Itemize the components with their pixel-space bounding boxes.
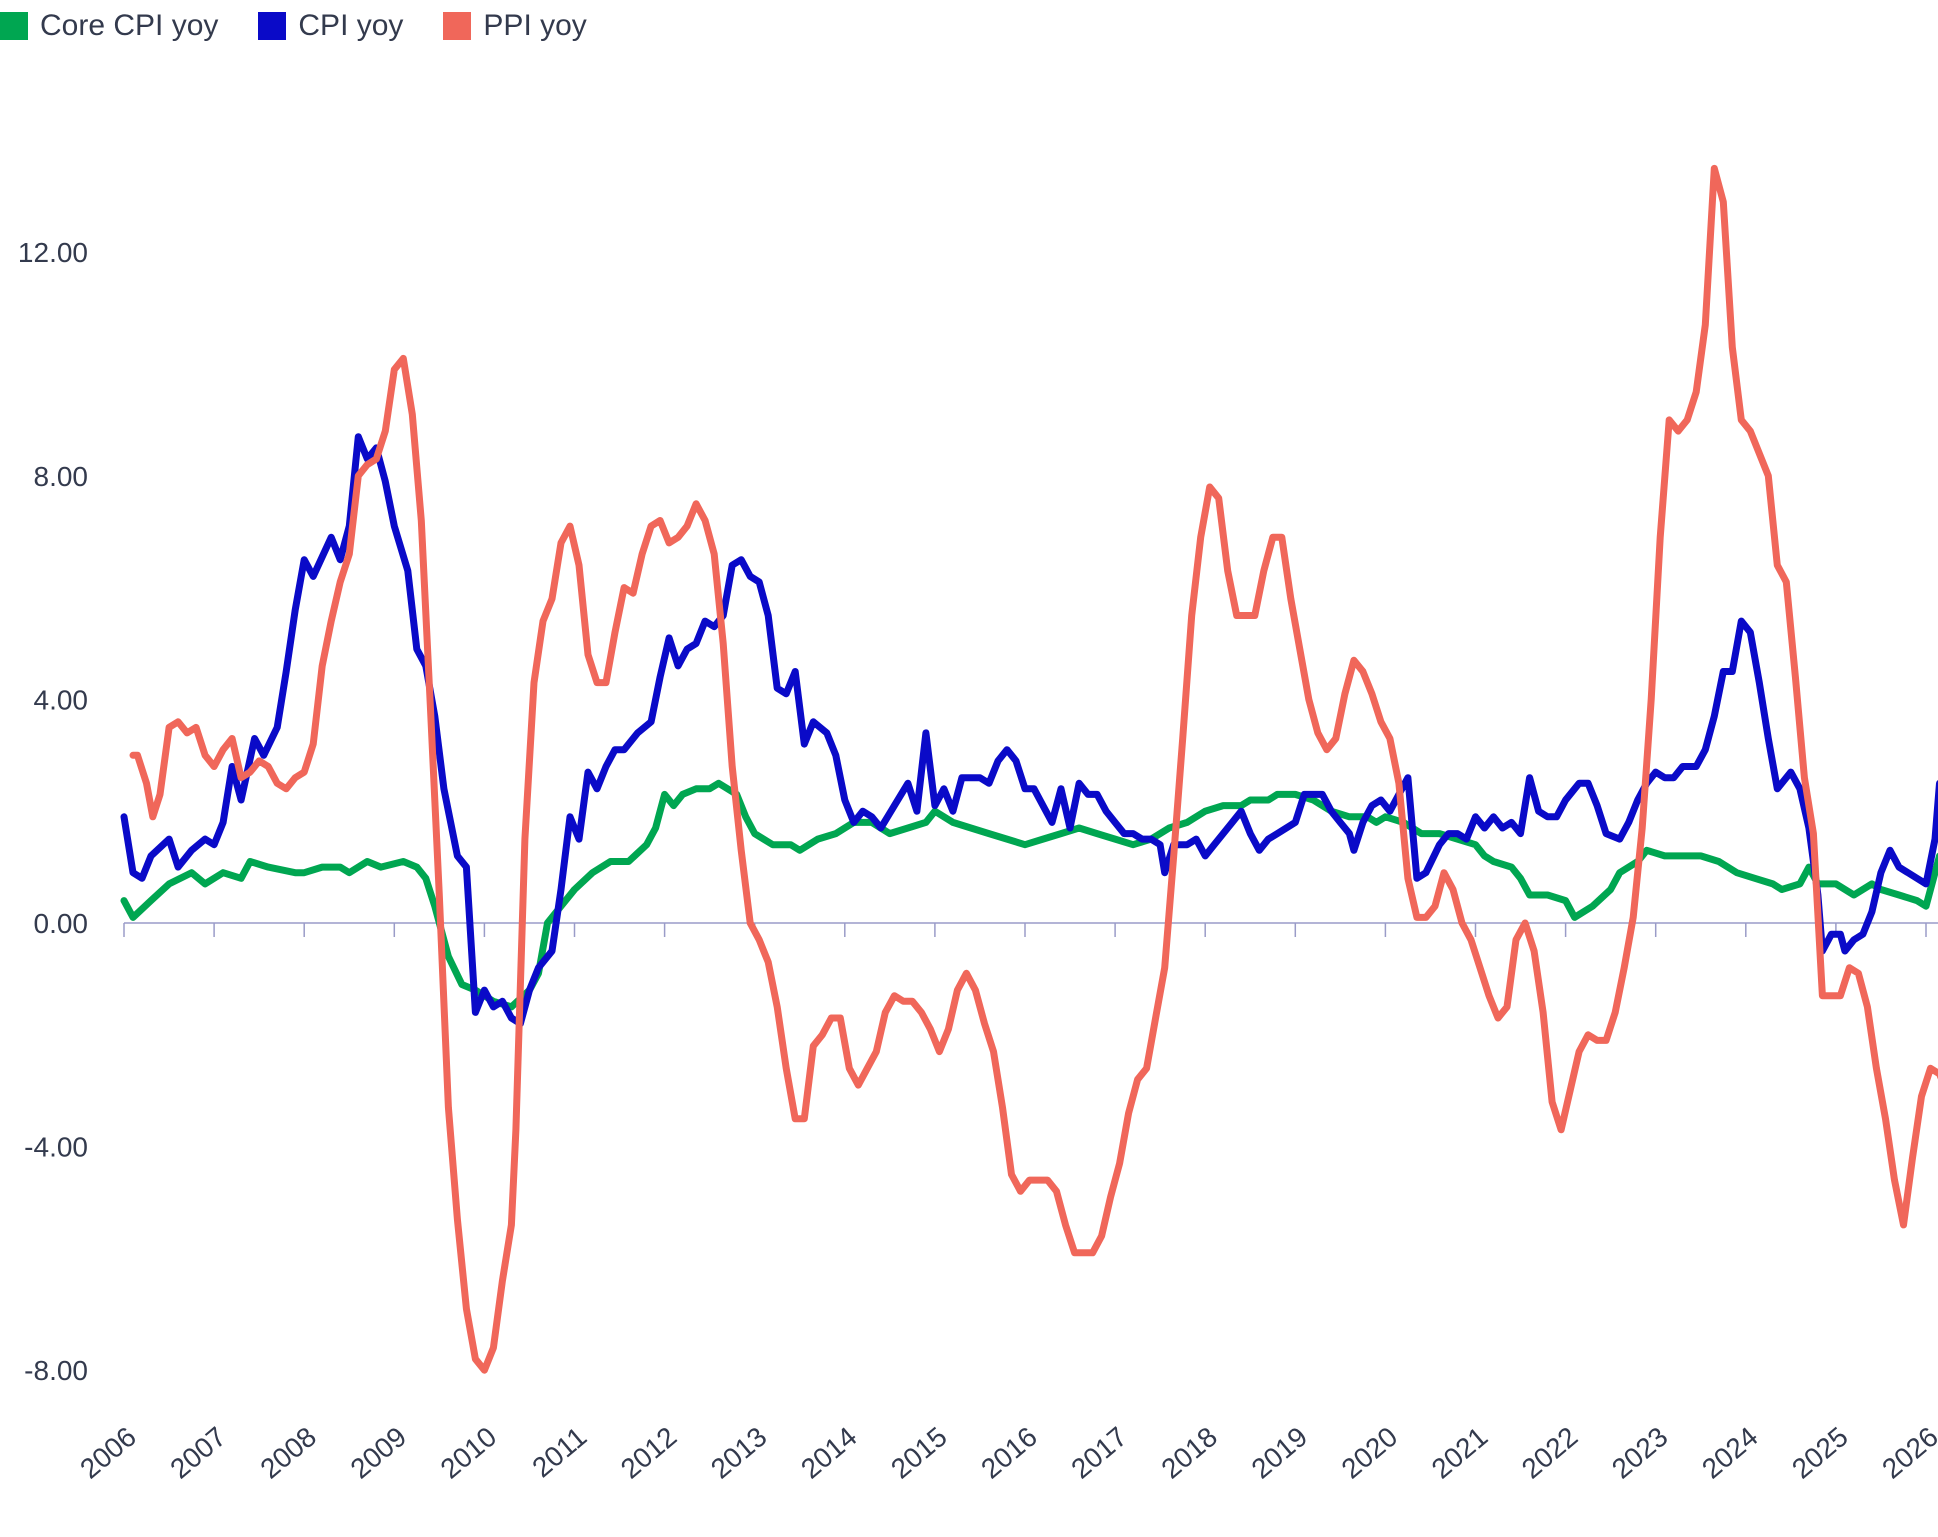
y-tick-label: -8.00 — [24, 1355, 88, 1386]
y-tick-label: -4.00 — [24, 1132, 88, 1163]
legend-item-cpi[interactable]: CPI yoy — [258, 9, 403, 43]
x-tick-label: 2022 — [1516, 1421, 1584, 1485]
legend-item-ppi[interactable]: PPI yoy — [443, 9, 587, 43]
x-tick-label: 2012 — [615, 1421, 683, 1485]
x-tick-label: 2024 — [1696, 1421, 1764, 1485]
x-tick-label: 2010 — [435, 1421, 503, 1485]
x-tick-label: 2015 — [885, 1421, 953, 1485]
x-tick-label: 2023 — [1606, 1421, 1674, 1485]
x-tick-label: 2006 — [74, 1421, 142, 1485]
x-axis: 2006 2007 2008 2009 2010 2011 2012 2013 2014 2015… — [74, 922, 1938, 1485]
x-tick-label: 2014 — [795, 1421, 863, 1485]
x-tick-label: 2013 — [705, 1421, 773, 1485]
x-tick-label: 2021 — [1426, 1421, 1494, 1485]
x-tick-label: 2020 — [1336, 1421, 1404, 1485]
legend-item-core-cpi[interactable]: Core CPI yoy — [0, 9, 218, 43]
series-line-core-cpi-yoy — [120, 779, 1938, 1011]
x-tick-label: 2026 — [1876, 1421, 1938, 1485]
chart-legend: Core CPI yoy CPI yoy PPI yoy — [0, 6, 627, 46]
y-axis-tick-labels: 12.00 8.00 4.00 0.00 -4.00 -8.00 — [18, 237, 88, 1386]
x-tick-label: 2017 — [1065, 1421, 1133, 1485]
y-tick-label: 12.00 — [18, 237, 88, 268]
series-line-cpi-yoy — [120, 433, 1938, 1028]
x-tick-label: 2011 — [526, 1421, 592, 1483]
x-tick-label: 2016 — [975, 1421, 1043, 1485]
x-tick-label: 2008 — [254, 1421, 322, 1485]
x-tick-label: 2007 — [164, 1421, 232, 1485]
x-tick-label: 2025 — [1786, 1421, 1854, 1485]
y-tick-label: 0.00 — [34, 908, 89, 939]
x-tick-label: 2018 — [1155, 1421, 1223, 1485]
legend-swatch-core-cpi — [0, 12, 28, 40]
x-tick-label: 2009 — [345, 1421, 413, 1485]
y-tick-label: 8.00 — [34, 461, 89, 492]
series-line-ppi-yoy — [129, 164, 1938, 1374]
legend-label-core-cpi: Core CPI yoy — [40, 9, 219, 42]
legend-label-ppi: PPI yoy — [483, 9, 587, 42]
legend-label-cpi: CPI yoy — [298, 9, 404, 42]
y-tick-label: 4.00 — [34, 684, 89, 715]
x-tick-label: 2019 — [1246, 1421, 1314, 1485]
series-layer — [120, 164, 1938, 1374]
legend-swatch-cpi — [258, 12, 287, 40]
legend-swatch-ppi — [443, 12, 472, 40]
